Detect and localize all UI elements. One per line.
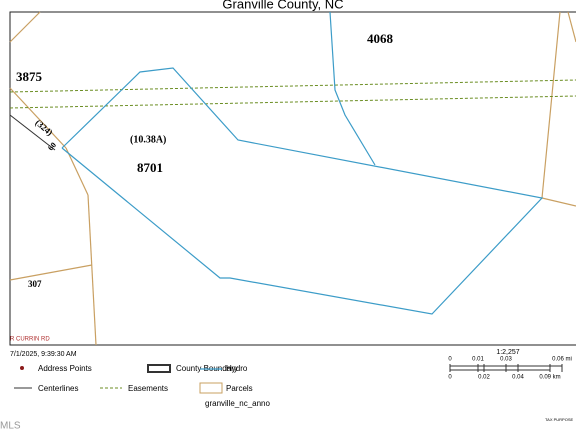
legend-label: Centerlines xyxy=(38,384,78,393)
legend-label: Easements xyxy=(128,384,168,393)
scale-label: 0.01 xyxy=(472,357,484,363)
legend-label: granville_nc_anno xyxy=(205,399,270,408)
centerlines xyxy=(9,114,56,151)
parcels xyxy=(9,11,576,346)
scale-label: 0 xyxy=(448,357,452,363)
parcel-label: 8701 xyxy=(137,160,163,175)
scale-label: 0.02 xyxy=(478,375,490,381)
hydro xyxy=(61,11,544,315)
legend-label: Hydro xyxy=(226,364,248,373)
title: Granville County, NC xyxy=(222,0,343,11)
easements xyxy=(9,79,576,109)
scale-label: 0.06 mi xyxy=(552,357,572,363)
address-point-swatch xyxy=(20,366,24,370)
note: TAX PURPOSE xyxy=(545,417,573,422)
scale-label: 0.09 km xyxy=(539,375,560,381)
map: 4068 3875 (324) 60 (10.38A) 8701 307 R C… xyxy=(9,11,576,346)
scale-label: 0.04 xyxy=(512,375,524,381)
scale-label: 0 xyxy=(448,375,452,381)
parcel-swatch xyxy=(199,382,223,394)
watermark: MLS xyxy=(0,421,21,432)
county-swatch xyxy=(147,364,171,373)
legend-label: Address Points xyxy=(38,364,92,373)
parcel-label: 3875 xyxy=(16,69,43,84)
scale-label: 0.03 xyxy=(500,357,512,363)
map-frame xyxy=(9,11,576,346)
road-label: R CURRIN RD xyxy=(10,337,50,343)
legend-label: Parcels xyxy=(226,384,253,393)
acreage-label: (10.38A) xyxy=(130,134,166,145)
footer: 7/1/2025, 9:39:30 AM Address Points Coun… xyxy=(0,349,573,432)
parcel-label: 4068 xyxy=(367,31,394,46)
road-label: 60 xyxy=(46,141,58,153)
parcel-label: 307 xyxy=(28,279,42,289)
scale-ratio: 1:2,257 xyxy=(496,349,519,356)
timestamp: 7/1/2025, 9:39:30 AM xyxy=(10,351,77,358)
